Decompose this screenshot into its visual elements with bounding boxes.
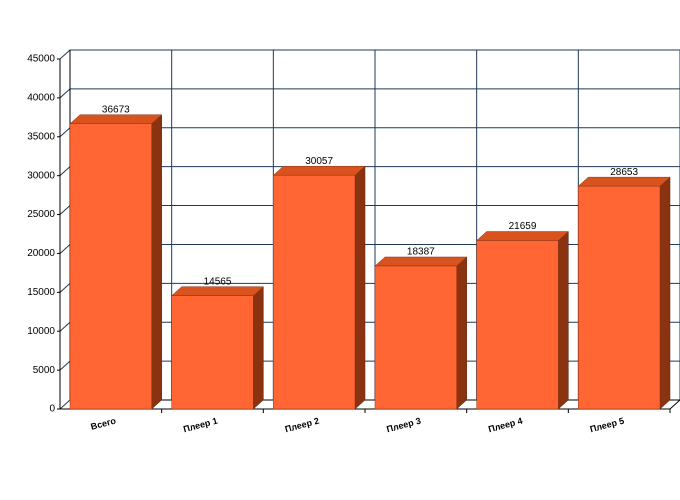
bar-side: [456, 256, 467, 410]
bar-top: [374, 256, 468, 267]
bar: [171, 295, 254, 410]
bar: [476, 240, 559, 410]
y-tick-label: 40000: [27, 93, 55, 104]
data-label: 30057: [305, 156, 333, 167]
bar-side: [659, 176, 671, 410]
x-tick-label: Плеер 4: [487, 416, 523, 435]
y-tick-label: 10000: [27, 326, 55, 337]
data-label: 28653: [610, 167, 638, 178]
bar-side: [354, 165, 366, 410]
y-tick-label: 20000: [27, 248, 55, 259]
y-tick-label: 15000: [27, 287, 55, 298]
data-label: 14565: [204, 276, 232, 287]
bar-top: [69, 114, 163, 125]
bar-top: [272, 165, 366, 176]
y-tick-label: 35000: [27, 131, 55, 142]
x-tick-label: Плеер 3: [385, 416, 421, 435]
bar: [273, 174, 356, 410]
bar-side: [151, 114, 162, 410]
x-tick-label: Плеер 1: [182, 416, 218, 435]
bar-top: [171, 286, 264, 296]
y-tick-label: 45000: [27, 54, 55, 65]
grid-line: [59, 49, 680, 60]
grid-line: [59, 88, 680, 99]
data-label: 21659: [509, 221, 537, 232]
data-label: 36673: [102, 104, 130, 115]
bar-side: [558, 230, 569, 410]
bar-top: [476, 231, 569, 241]
bar-side: [253, 286, 264, 410]
y-tick-label: 30000: [27, 170, 55, 181]
y-tick-label: 25000: [27, 209, 55, 220]
x-tick-label: Плеер 5: [589, 416, 625, 435]
bar: [69, 123, 152, 410]
bar: [578, 185, 661, 410]
bar-top: [577, 176, 671, 187]
x-tick-label: Всего: [90, 415, 118, 431]
data-label: 18387: [407, 247, 435, 258]
bar: [374, 265, 457, 410]
y-tick-label: 5000: [33, 365, 56, 376]
y-tick-label: 0: [49, 404, 55, 415]
x-tick-label: Плеер 2: [284, 416, 320, 435]
